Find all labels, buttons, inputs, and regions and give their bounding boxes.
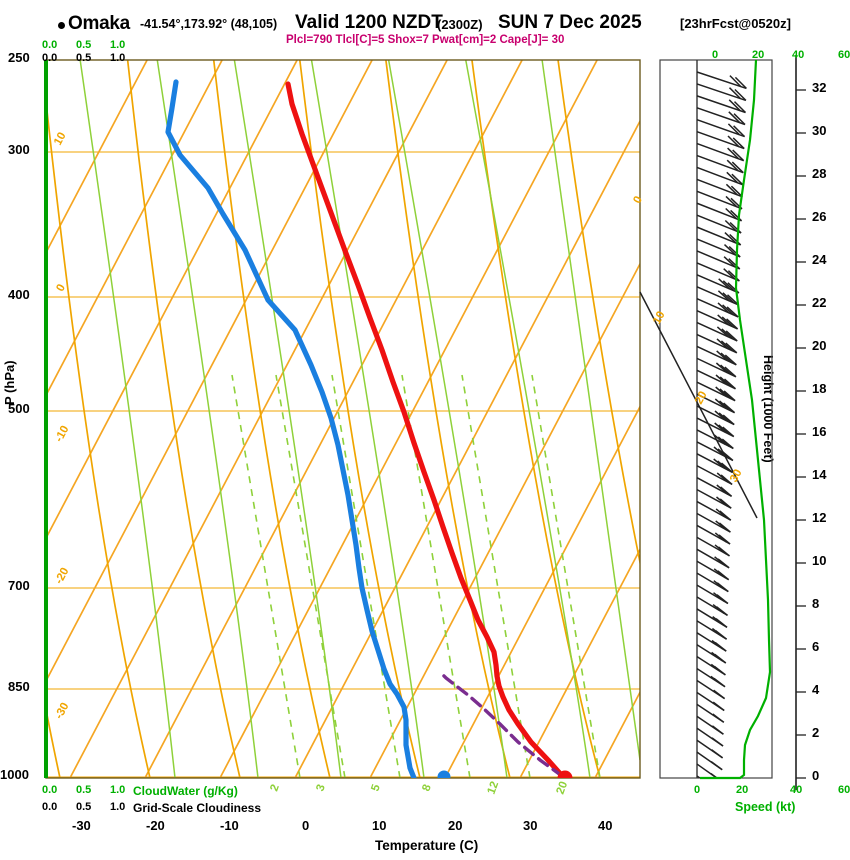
height-tick-32: 32 bbox=[812, 80, 827, 95]
isotherm-lines bbox=[46, 60, 640, 778]
forecast-stamp: [23hrFcst@0520z] bbox=[680, 16, 791, 31]
speed-tick-bot-60: 60 bbox=[838, 784, 850, 796]
speed-tick-bot-0: 0 bbox=[694, 784, 701, 796]
height-tick-6: 6 bbox=[812, 639, 820, 654]
parcel-trace bbox=[438, 670, 564, 778]
speed-tick-top-0: 0 bbox=[712, 49, 719, 61]
dewpoint-trace bbox=[165, 79, 417, 778]
cloudiness-tick-top-1: 1.0 bbox=[110, 52, 126, 64]
pressure-tick-850: 850 bbox=[8, 679, 30, 694]
temp-tick-0: 0 bbox=[302, 818, 310, 833]
valid-time: Valid 1200 NZDT bbox=[295, 12, 443, 33]
cloudwater-tick-bot-0: 0.0 bbox=[42, 784, 58, 796]
pressure-tick-1000: 1000 bbox=[0, 767, 29, 782]
temp-tick--30: -30 bbox=[72, 818, 91, 833]
height-tick-10: 10 bbox=[812, 553, 827, 568]
surface-dewpoint-marker bbox=[437, 770, 451, 778]
pressure-tick-700: 700 bbox=[8, 578, 30, 593]
cloudiness-tick-top-0: 0.0 bbox=[42, 52, 58, 64]
height-tick-16: 16 bbox=[812, 424, 827, 439]
sounding-traces bbox=[165, 79, 573, 778]
pressure-tick-400: 400 bbox=[8, 287, 30, 302]
cloudwater-axis-title: CloudWater (g/Kg) bbox=[133, 784, 238, 798]
speed-tick-bot-40: 40 bbox=[790, 784, 803, 796]
pressure-tick-500: 500 bbox=[8, 401, 30, 416]
cloudiness-axis-title: Grid-Scale Cloudiness bbox=[133, 801, 262, 815]
height-tick-22: 22 bbox=[812, 295, 827, 310]
height-tick-24: 24 bbox=[812, 252, 827, 267]
height-tick-20: 20 bbox=[812, 338, 827, 353]
speed-tick-top-20: 20 bbox=[752, 49, 765, 61]
height-tick-28: 28 bbox=[812, 166, 827, 181]
height-tick-26: 26 bbox=[812, 209, 827, 224]
height-tick-14: 14 bbox=[812, 467, 827, 482]
temperature-trace bbox=[285, 81, 567, 778]
speed-tick-top-40: 40 bbox=[792, 49, 805, 61]
cloudiness-tick-top-05: 0.5 bbox=[76, 52, 92, 64]
cloudwater-tick-top-0: 0.0 bbox=[42, 39, 58, 51]
isobar-lines bbox=[46, 60, 640, 778]
surface-temperature-marker bbox=[557, 770, 573, 778]
height-profile-curve bbox=[700, 59, 772, 780]
cloudiness-tick-bot-1: 1.0 bbox=[110, 801, 126, 813]
height-tick-30: 30 bbox=[812, 123, 827, 138]
height-tick-0: 0 bbox=[812, 768, 820, 783]
height-tick-4: 4 bbox=[812, 682, 820, 697]
cloudwater-tick-top-05: 0.5 bbox=[76, 39, 92, 51]
temp-tick--20: -20 bbox=[146, 818, 165, 833]
stability-indices: Plcl=790 Tlcl[C]=5 Shox=7 Pwat[cm]=2 Cap… bbox=[286, 34, 565, 46]
temp-tick-20: 20 bbox=[448, 818, 463, 833]
speed-axis-title: Speed (kt) bbox=[735, 800, 796, 814]
height-tick-12: 12 bbox=[812, 510, 827, 525]
station-marker-dot bbox=[58, 22, 65, 29]
pressure-tick-250: 250 bbox=[8, 50, 30, 65]
cloudiness-tick-bot-05: 0.5 bbox=[76, 801, 92, 813]
moist-adiabat-lines bbox=[79, 60, 640, 778]
temp-tick-30: 30 bbox=[523, 818, 538, 833]
speed-tick-bot-20: 20 bbox=[736, 784, 749, 796]
valid-date: SUN 7 Dec 2025 bbox=[498, 12, 642, 33]
height-tick-8: 8 bbox=[812, 596, 820, 611]
cloudwater-tick-top-1: 1.0 bbox=[110, 39, 126, 51]
cloudwater-tick-bot-05: 0.5 bbox=[76, 784, 92, 796]
valid-time-utc: (2300Z) bbox=[437, 17, 483, 32]
skewt-grid bbox=[46, 60, 640, 778]
temp-tick-40: 40 bbox=[598, 818, 613, 833]
height-tick-2: 2 bbox=[812, 725, 820, 740]
pressure-tick-300: 300 bbox=[8, 142, 30, 157]
temp-tick--10: -10 bbox=[220, 818, 239, 833]
temp-tick-10: 10 bbox=[372, 818, 387, 833]
wind-barbs bbox=[696, 71, 747, 778]
speed-tick-top-60: 60 bbox=[838, 49, 850, 61]
station-name: Omaka bbox=[68, 13, 130, 34]
cloudwater-tick-bot-1: 1.0 bbox=[110, 784, 126, 796]
temperature-axis-title: Temperature (C) bbox=[375, 838, 479, 853]
station-coordinates: -41.54°,173.92° (48,105) bbox=[140, 17, 278, 31]
height-axis-ticks bbox=[795, 55, 806, 790]
wind-barb-panel bbox=[639, 59, 773, 779]
cloudiness-tick-bot-0: 0.0 bbox=[42, 801, 58, 813]
height-tick-18: 18 bbox=[812, 381, 827, 396]
plot-frame bbox=[44, 59, 641, 779]
